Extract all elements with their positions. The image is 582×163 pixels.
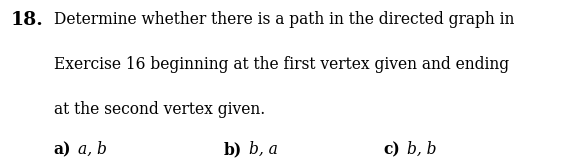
Text: b, a: b, a (249, 141, 278, 158)
Text: at the second vertex given.: at the second vertex given. (54, 101, 265, 118)
Text: 18.: 18. (10, 11, 43, 29)
Text: b): b) (224, 141, 242, 158)
Text: a, b: a, b (78, 141, 107, 158)
Text: a): a) (54, 141, 71, 158)
Text: c): c) (383, 141, 400, 158)
Text: Determine whether there is a path in the directed graph in: Determine whether there is a path in the… (54, 11, 514, 28)
Text: Exercise 16 beginning at the first vertex given and ending: Exercise 16 beginning at the first verte… (54, 56, 509, 73)
Text: b, b: b, b (407, 141, 437, 158)
